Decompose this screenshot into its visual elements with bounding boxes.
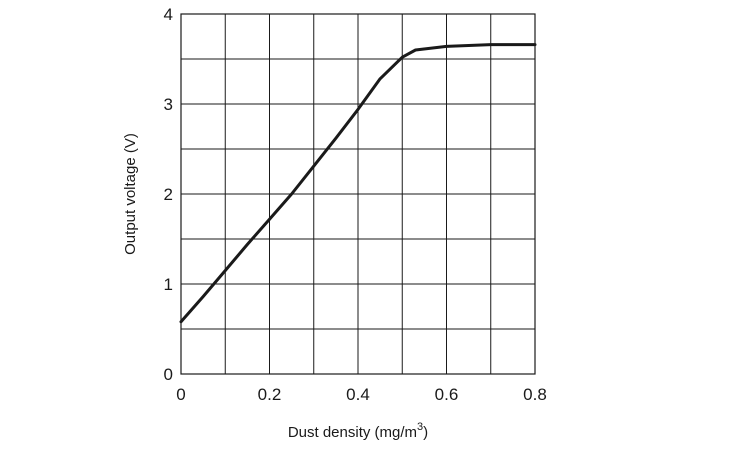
- y-tick-label: 2: [164, 185, 173, 204]
- series-line: [179, 43, 537, 324]
- x-tick-label: 0.2: [258, 385, 282, 404]
- grid: [181, 14, 535, 374]
- y-axis-title: Output voltage (V): [122, 133, 139, 255]
- x-axis-title: Dust density (mg/m3): [288, 421, 428, 441]
- y-tick-label: 0: [164, 365, 173, 384]
- x-tick-label: 0: [176, 385, 185, 404]
- x-tick-labels: 0 0.2 0.4 0.6 0.8: [176, 385, 547, 404]
- series-layer: [179, 43, 537, 324]
- x-tick-label: 0.6: [435, 385, 459, 404]
- x-tick-label: 0.8: [523, 385, 547, 404]
- x-tick-label: 0.4: [346, 385, 370, 404]
- y-tick-label: 4: [164, 5, 173, 24]
- y-tick-label: 3: [164, 95, 173, 114]
- y-tick-label: 1: [164, 275, 173, 294]
- plot-frame: [180, 13, 536, 375]
- y-tick-labels: 0 1 2 3 4: [164, 5, 173, 384]
- x-axis-title-end: ): [423, 424, 428, 441]
- x-axis-title-superscript: 3: [417, 421, 423, 433]
